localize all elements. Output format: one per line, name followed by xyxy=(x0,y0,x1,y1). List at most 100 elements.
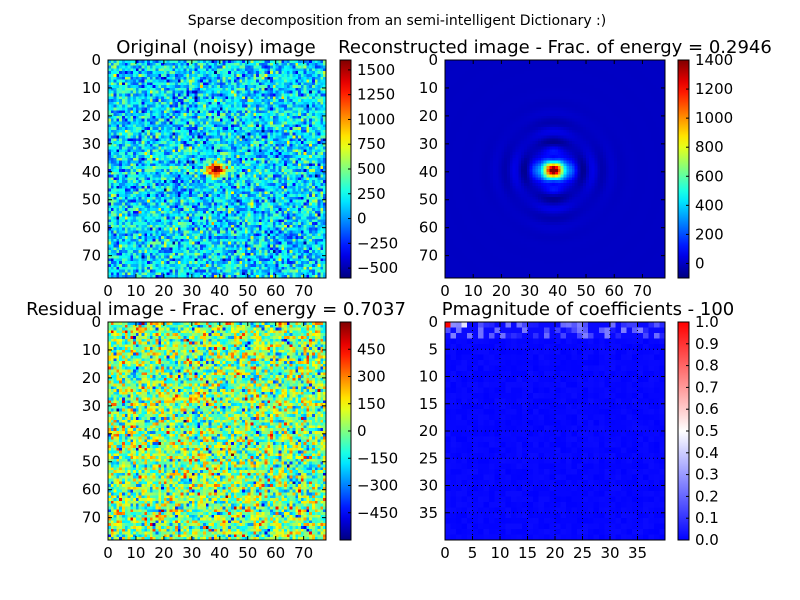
x-tick-label: 60 xyxy=(266,544,285,562)
colorbar-tick-label: 0.6 xyxy=(695,400,719,418)
y-tick-label: 25 xyxy=(419,449,438,467)
y-tick-label: 20 xyxy=(419,422,438,440)
colorbar-tick-label: −250 xyxy=(357,234,398,252)
y-tick-label: 0 xyxy=(91,51,101,69)
x-tick-label: 50 xyxy=(238,282,257,300)
x-tick-label: 30 xyxy=(182,282,201,300)
y-tick-label: 5 xyxy=(428,340,438,358)
y-tick-label: 70 xyxy=(82,247,101,265)
x-tick-label: 15 xyxy=(518,544,537,562)
colorbar-tick-label: 750 xyxy=(357,135,386,153)
x-tick-label: 30 xyxy=(600,544,619,562)
colorbar-tick-label: 600 xyxy=(695,167,724,185)
colorbar-tick-label: 0.2 xyxy=(695,487,719,505)
colorbar-tick-label: 1000 xyxy=(357,110,395,128)
y-tick-label: 10 xyxy=(82,79,101,97)
y-tick-label: 0 xyxy=(428,51,438,69)
x-tick-label: 60 xyxy=(605,282,624,300)
x-tick-label: 40 xyxy=(210,544,229,562)
x-tick-label: 10 xyxy=(126,282,145,300)
colorbar-tick-label: 0.7 xyxy=(695,378,719,396)
colorbar-tick-label: 1250 xyxy=(357,86,395,104)
x-tick-label: 70 xyxy=(294,282,313,300)
y-tick-label: 15 xyxy=(419,395,438,413)
y-tick-label: 20 xyxy=(82,369,101,387)
y-tick-label: 30 xyxy=(419,135,438,153)
panel-title: Original (noisy) image xyxy=(116,37,315,58)
panel-reconstructed-image: 0 10 20 30 40 50 60 700102030405060701400120010… xyxy=(338,37,772,300)
y-tick-label: 60 xyxy=(419,219,438,237)
colorbar-tick-label: −450 xyxy=(357,504,398,522)
x-tick-label: 0 xyxy=(440,544,450,562)
y-tick-label: 10 xyxy=(419,79,438,97)
y-tick-label: 30 xyxy=(419,477,438,495)
colorbar-tick-label: 150 xyxy=(357,395,386,413)
x-tick-label: 0 xyxy=(440,282,450,300)
colorbar-tick-label: 1200 xyxy=(695,80,733,98)
heatmap-image xyxy=(108,60,326,278)
x-tick-label: 70 xyxy=(633,282,652,300)
x-tick-label: 20 xyxy=(492,282,511,300)
x-tick-label: 20 xyxy=(545,544,564,562)
x-tick-label: 70 xyxy=(294,544,313,562)
x-tick-label: 0 xyxy=(103,282,113,300)
x-tick-label: 0 xyxy=(103,544,113,562)
axes-frame xyxy=(107,59,327,279)
colorbar-tick-label: 1000 xyxy=(695,109,733,127)
y-tick-label: 40 xyxy=(82,425,101,443)
colorbar-tick-label: 500 xyxy=(357,160,386,178)
colorbar xyxy=(677,59,690,279)
colorbar-tick-label: −150 xyxy=(357,449,398,467)
colorbar-tick-label: 1500 xyxy=(357,61,395,79)
panel-residual-image: 0 10 20 30 40 50 60 700102030405060704503001500… xyxy=(26,299,406,562)
y-tick-label: 50 xyxy=(419,191,438,209)
colorbar-tick-label: 0.1 xyxy=(695,509,719,527)
colorbar-tick-label: 0 xyxy=(695,254,705,272)
panel-title: Pmagnitude of coefficients - 100 xyxy=(442,299,735,320)
y-tick-label: 30 xyxy=(82,135,101,153)
colorbar-tick-label: 250 xyxy=(357,185,386,203)
figure-suptitle: Sparse decomposition from an semi-intell… xyxy=(188,13,606,29)
y-tick-label: 20 xyxy=(419,107,438,125)
y-tick-label: 70 xyxy=(82,509,101,527)
x-tick-label: 10 xyxy=(464,282,483,300)
colorbar-tick-label: 0.9 xyxy=(695,335,719,353)
colorbar-tick-label: −500 xyxy=(357,259,398,277)
y-tick-label: 60 xyxy=(82,219,101,237)
x-tick-label: 40 xyxy=(548,282,567,300)
colorbar-tick-label: 0 xyxy=(357,210,367,228)
colorbar-tick-label: 450 xyxy=(357,340,386,358)
y-tick-label: 40 xyxy=(82,163,101,181)
y-tick-label: 35 xyxy=(419,504,438,522)
x-tick-label: 5 xyxy=(468,544,478,562)
colorbar-tick-label: 0 xyxy=(357,422,367,440)
x-tick-label: 50 xyxy=(238,544,257,562)
panel-title: Reconstructed image - Frac. of energy = … xyxy=(338,37,772,58)
x-tick-label: 10 xyxy=(490,544,509,562)
x-tick-label: 40 xyxy=(210,282,229,300)
colorbar-tick-label: 200 xyxy=(695,225,724,243)
axes-frame xyxy=(107,321,327,541)
colorbar-tick-label: −300 xyxy=(357,477,398,495)
y-tick-label: 0 xyxy=(91,313,101,331)
y-tick-label: 20 xyxy=(82,107,101,125)
y-tick-label: 0 xyxy=(428,313,438,331)
heatmap-image xyxy=(445,60,665,278)
y-tick-label: 60 xyxy=(82,481,101,499)
panel-coefficient-magnitudes: 0 5 10 15 20 25 30 35051015202530351.00.90.80.7… xyxy=(419,299,734,562)
x-tick-label: 60 xyxy=(266,282,285,300)
x-tick-label: 30 xyxy=(520,282,539,300)
colorbar-tick-label: 300 xyxy=(357,368,386,386)
colorbar-tick-label: 800 xyxy=(695,138,724,156)
y-tick-label: 10 xyxy=(82,341,101,359)
colorbar-tick-label: 0.5 xyxy=(695,422,719,440)
axes-frame xyxy=(444,59,666,279)
y-tick-label: 50 xyxy=(82,453,101,471)
colorbar-tick-label: 1.0 xyxy=(695,313,719,331)
x-tick-label: 20 xyxy=(154,282,173,300)
panel-title: Residual image - Frac. of energy = 0.703… xyxy=(26,299,406,320)
y-tick-label: 40 xyxy=(419,163,438,181)
panel-original-image: 0 10 20 30 40 50 60 700102030405060701500125010… xyxy=(82,37,398,300)
colorbar-tick-label: 0.3 xyxy=(695,466,719,484)
